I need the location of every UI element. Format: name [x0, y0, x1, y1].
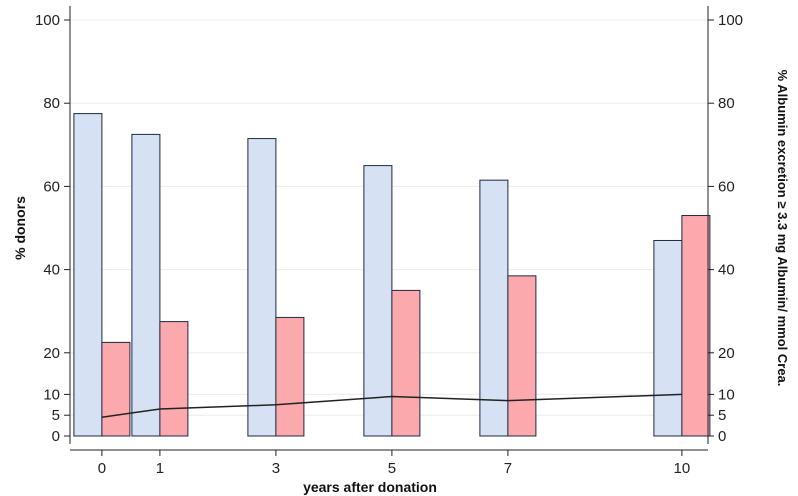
bars: [73, 113, 711, 437]
bar-albumin: [275, 316, 305, 437]
y-tick-label: 80: [43, 95, 60, 112]
bar-albumin: [507, 275, 537, 437]
bar-donors: [653, 239, 683, 437]
trend-line-group: [101, 393, 682, 419]
y-tick-label: 60: [43, 178, 60, 195]
x-tick-label: 3: [272, 460, 280, 477]
y2-tick-label: 20: [718, 345, 735, 362]
bar-donors: [247, 138, 277, 437]
bar-donors: [73, 113, 103, 437]
y2-tick-label: 5: [718, 407, 726, 424]
y-tick-label: 100: [35, 12, 60, 29]
y2-tick-label: 10: [718, 386, 735, 403]
bar-albumin: [159, 321, 189, 437]
axes: [64, 6, 714, 456]
bar-albumin: [681, 215, 711, 437]
y-tick-label: 5: [52, 407, 60, 424]
y-tick-label: 40: [43, 262, 60, 279]
y2-tick-label: 80: [718, 95, 735, 112]
y2-tick-label: 60: [718, 178, 735, 195]
y2-tick-label: 100: [718, 12, 743, 29]
x-tick-label: 7: [504, 460, 512, 477]
y-tick-label: 10: [43, 386, 60, 403]
x-tick-label: 5: [388, 460, 396, 477]
bar-albumin: [101, 341, 131, 437]
x-tick-label: 1: [156, 460, 164, 477]
y2-axis-title: % Albumin excretion ≥ 3.3 mg Albumin/ mm…: [775, 70, 790, 387]
y-axis-title: % donors: [12, 196, 28, 260]
bar-donors: [363, 165, 393, 437]
trend-line: [101, 393, 682, 419]
x-tick-label: 10: [674, 460, 691, 477]
y2-tick-label: 0: [718, 428, 726, 445]
x-axis-title: years after donation: [303, 479, 437, 495]
bar-donors: [479, 179, 509, 437]
bar-donors: [131, 133, 161, 437]
y2-tick-label: 40: [718, 262, 735, 279]
bar-albumin: [391, 289, 421, 437]
y-tick-label: 20: [43, 345, 60, 362]
x-tick-label: 0: [98, 460, 106, 477]
y-tick-label: 0: [52, 428, 60, 445]
tick-labels: 0 0 5 5 10 10 20 20 40 40 60 60 80 80 100 100 0 1 3 5 7 10: [35, 12, 743, 477]
